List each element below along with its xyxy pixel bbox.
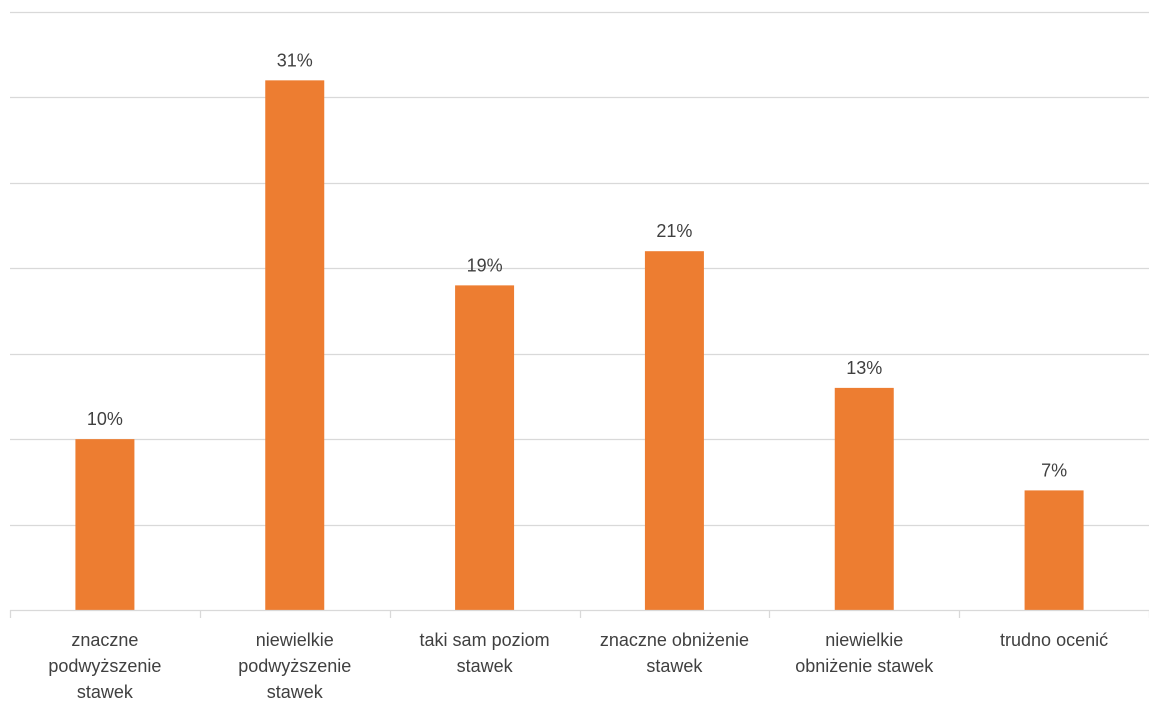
category-label-2: taki sam poziom stawek xyxy=(420,630,550,676)
data-labels: 10% 31% 19% 21% 13% 7% xyxy=(87,50,1067,480)
bar-4 xyxy=(834,387,894,610)
category-label-3-line-1: stawek xyxy=(646,656,703,676)
bar-2 xyxy=(455,285,515,610)
gridlines xyxy=(10,11,1149,527)
category-label-1-line-1: podwyższenie xyxy=(238,656,351,676)
category-label-4: niewielkie obniżenie stawek xyxy=(795,630,934,676)
category-label-4-line-1: obniżenie stawek xyxy=(795,656,934,676)
category-label-1-line-0: niewielkie xyxy=(256,630,334,650)
category-label-1: niewielkie podwyższenie stawek xyxy=(238,630,351,702)
data-label-4: 13% xyxy=(846,358,882,378)
data-label-3: 21% xyxy=(656,221,692,241)
category-label-3: znaczne obniżenie stawek xyxy=(600,630,749,676)
category-label-5: trudno ocenić xyxy=(1000,630,1108,650)
category-label-0: znaczne podwyższenie stawek xyxy=(48,630,161,702)
bars xyxy=(75,80,1084,611)
category-label-1-line-2: stawek xyxy=(267,682,324,702)
data-label-0: 10% xyxy=(87,409,123,429)
x-axis xyxy=(9,609,1149,618)
category-label-3-line-0: znaczne obniżenie xyxy=(600,630,749,650)
category-label-0-line-0: znaczne xyxy=(71,630,138,650)
category-labels: znaczne podwyższenie stawek niewielkie podwy… xyxy=(48,630,1108,702)
category-label-4-line-0: niewielkie xyxy=(825,630,903,650)
category-label-0-line-1: podwyższenie xyxy=(48,656,161,676)
data-label-2: 19% xyxy=(467,255,503,275)
data-label-1: 31% xyxy=(277,50,313,70)
category-label-0-line-2: stawek xyxy=(77,682,134,702)
category-label-2-line-1: stawek xyxy=(457,656,514,676)
bar-1 xyxy=(265,80,325,611)
bar-3 xyxy=(644,251,704,610)
bar-5 xyxy=(1024,490,1084,610)
bar-0 xyxy=(75,439,135,610)
category-label-2-line-0: taki sam poziom xyxy=(420,630,550,650)
category-label-5-line-0: trudno ocenić xyxy=(1000,630,1108,650)
data-label-5: 7% xyxy=(1041,460,1067,480)
